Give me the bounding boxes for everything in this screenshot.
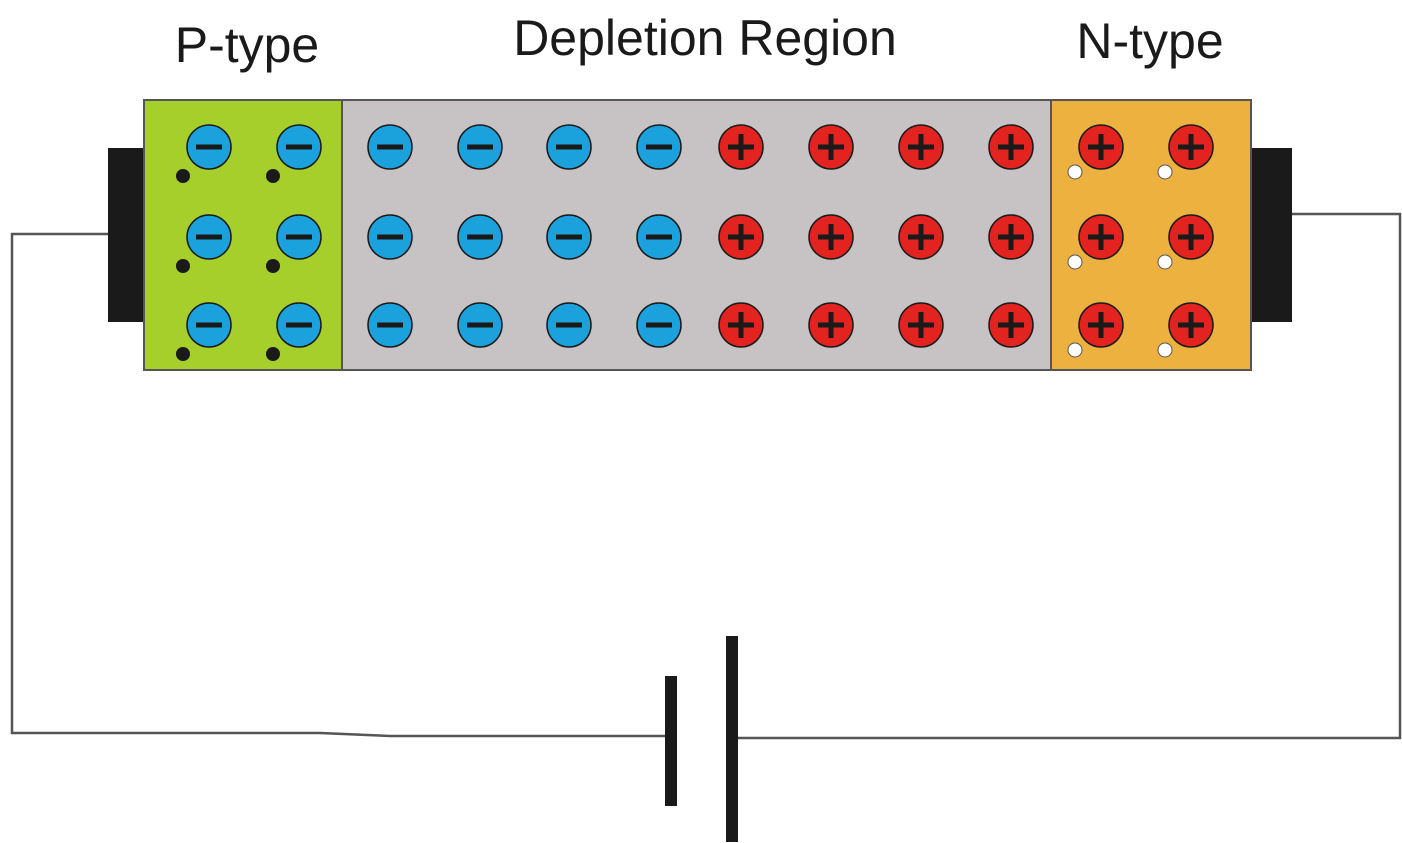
right-wire [734,212,1402,740]
hole-carrier-dot [176,259,190,273]
hole-carrier-dot [176,347,190,361]
depletion-region [341,99,1052,371]
electron-carrier-dot [1157,342,1173,358]
negative-ion-icon [367,124,413,170]
positive-ion-icon [898,214,944,260]
hole-carrier-dot [266,347,280,361]
positive-ion-icon [808,124,854,170]
positive-ion-icon [988,124,1034,170]
positive-ion-icon [718,302,764,348]
negative-ion-icon [186,214,232,260]
positive-ion-icon [1168,302,1214,348]
negative-ion-icon [276,124,322,170]
battery-negative-plate [665,676,677,806]
battery-icon [665,636,738,842]
electron-carrier-dot [1067,342,1083,358]
negative-ion-icon [276,214,322,260]
electron-carrier-dot [1157,164,1173,180]
p-type-label: P-type [175,17,320,73]
n-type-label: N-type [1076,13,1223,69]
negative-ion-icon [546,214,592,260]
ion-grid [176,124,1214,361]
positive-ion-icon [808,214,854,260]
negative-ion-icon [457,124,503,170]
positive-ion-icon [1078,302,1124,348]
negative-ion-icon [457,302,503,348]
negative-ion-icon [546,302,592,348]
negative-ion-icon [276,302,322,348]
left-wire [10,232,668,738]
negative-ion-icon [636,302,682,348]
negative-ion-icon [636,214,682,260]
negative-ion-icon [636,124,682,170]
electron-carrier-dot [1067,164,1083,180]
positive-ion-icon [1168,124,1214,170]
depletion-region-label: Depletion Region [513,10,897,66]
positive-ion-icon [718,124,764,170]
electron-carrier-dot [1067,254,1083,270]
positive-ion-icon [1078,124,1124,170]
positive-ion-icon [1078,214,1124,260]
negative-ion-icon [186,124,232,170]
negative-ion-icon [367,302,413,348]
electron-carrier-dot [1157,254,1173,270]
positive-ion-icon [988,214,1034,260]
battery-positive-plate [726,636,738,842]
circuit-wires [10,212,1402,740]
positive-ion-icon [718,214,764,260]
negative-ion-icon [457,214,503,260]
hole-carrier-dot [266,259,280,273]
negative-ion-icon [367,214,413,260]
right-electrode [1250,148,1292,322]
negative-ion-icon [546,124,592,170]
negative-ion-icon [186,302,232,348]
positive-ion-icon [898,124,944,170]
left-electrode [108,148,145,322]
positive-ion-icon [1168,214,1214,260]
positive-ion-icon [898,302,944,348]
positive-ion-icon [808,302,854,348]
hole-carrier-dot [266,169,280,183]
hole-carrier-dot [176,169,190,183]
positive-ion-icon [988,302,1034,348]
